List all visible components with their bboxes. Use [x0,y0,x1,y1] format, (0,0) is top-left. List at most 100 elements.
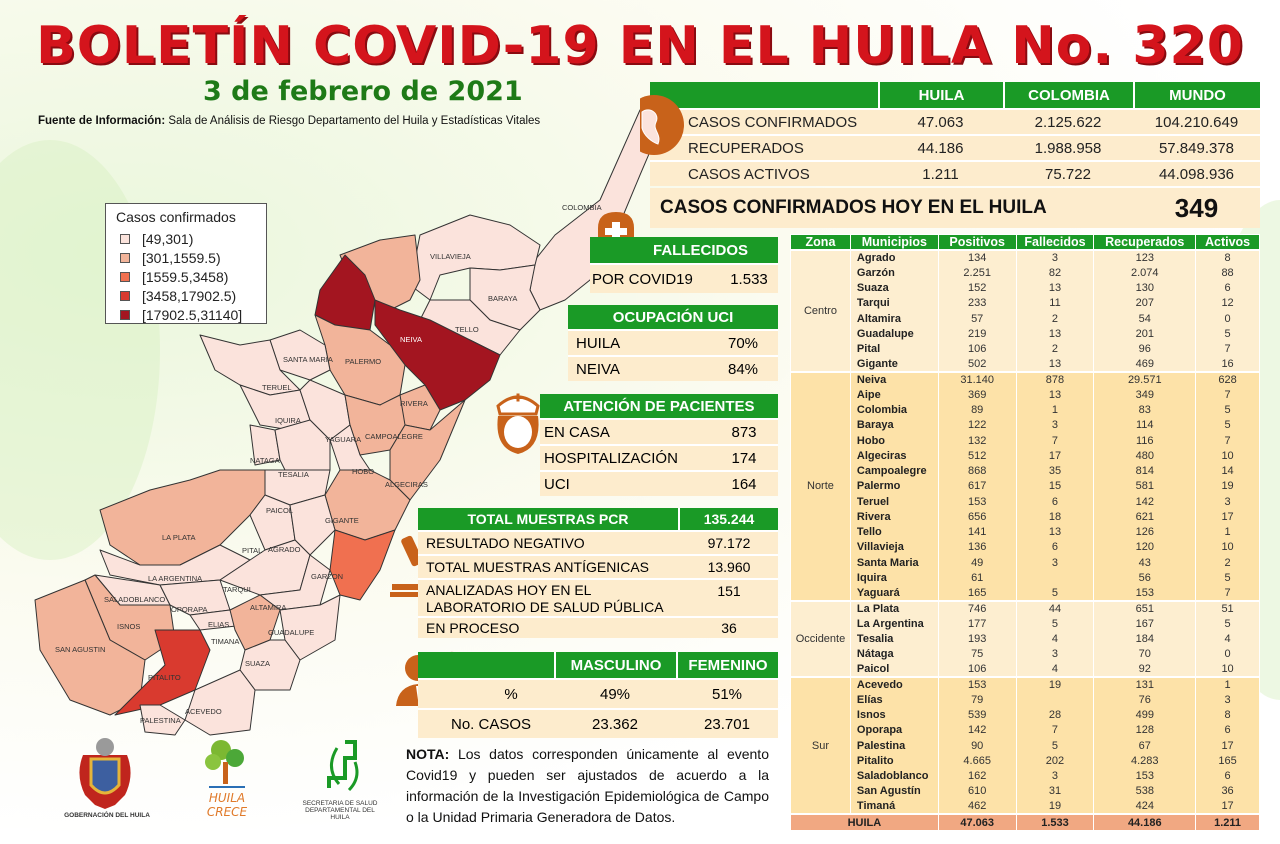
recuperados-value: 83 [1093,402,1197,418]
source-label: Fuente de Información: [38,115,166,127]
pcr-row: ANALIZADAS HOY EN EL LABORATORIO DE SALU… [418,578,778,616]
municipio-name: Altamira [849,311,939,327]
atencion-value: 164 [731,475,757,493]
positivos-value: 141 [937,524,1017,540]
atencion-row: UCI 164 [540,470,778,496]
legend-label: [1559.5,3458) [142,268,229,285]
fallecidos-value: 6 [1015,539,1095,555]
municipio-name: Suaza [849,280,939,296]
positivos-value: 610 [937,783,1017,799]
positivos-value: 2.251 [937,265,1017,281]
activos-value: 14 [1195,463,1260,479]
municipio-name: San Agustín [849,783,939,799]
sex-row-cases: No. CASOS 23.362 23.701 [418,708,778,738]
map-label: TERUEL [262,383,292,392]
table-row: Centro Agrado 134 3 123 8 [790,248,1260,372]
huila-crece-logo: HUILA CRECE [205,740,248,819]
value-huila: 1.211 [922,165,959,183]
recuperados-value: 581 [1093,478,1197,494]
table-row: Villavieja 136 6 120 10 [791,539,1260,555]
recuperados-value: 128 [1093,722,1197,738]
legend-swatch [120,271,130,282]
recuperados-value: 349 [1093,387,1197,403]
map-label: BARAYA [488,294,518,303]
recuperados-value: 114 [1093,417,1197,433]
municipio-name: Rivera [849,509,939,525]
fallecidos-value: 13 [1015,387,1095,403]
fallecidos-value: 13 [1015,326,1095,342]
fallecidos-value: 13 [1015,280,1095,296]
activos-value: 5 [1195,326,1260,342]
positivos-value: 165 [937,585,1017,601]
recuperados-value: 126 [1093,524,1197,540]
value-mundo: 44.098.936 [1158,165,1235,183]
recuperados-value: 153 [1093,768,1197,784]
uci-label: NEIVA [576,360,620,378]
activos-value: 0 [1195,646,1260,662]
pcr-header: TOTAL MUESTRAS PCR 135.244 [418,508,778,530]
fallecidos-value: 19 [1015,675,1095,693]
activos-value: 6 [1195,722,1260,738]
value-colombia: 75.722 [1045,165,1091,183]
recuperados-value: 96 [1093,341,1197,357]
atencion-label: HOSPITALIZACIÓN [544,449,678,467]
activos-value: 165 [1195,753,1260,769]
positivos-value: 75 [937,646,1017,662]
map-region-la-plata [99,469,266,566]
municipio-name: Guadalupe [849,326,939,342]
positivos-value: 219 [937,326,1017,342]
fallecidos-value: 5 [1015,738,1095,754]
map-label: SAN AGUSTIN [55,645,106,654]
table-row: Guadalupe 219 13 201 5 [791,326,1260,342]
activos-value: 8 [1195,248,1260,266]
fallecidos-value: 18 [1015,509,1095,525]
recuperados-value: 480 [1093,448,1197,464]
table-row: Tello 141 13 126 1 [791,524,1260,540]
table-row: Campoalegre 868 35 814 14 [791,463,1260,479]
legend-item: [49,301) [116,229,256,248]
municipio-name: Gigante [849,356,939,372]
municipio-name: Palermo [849,478,939,494]
col-activos: Activos [1195,234,1260,251]
fallecidos-value: 6 [1015,494,1095,510]
atencion-title: ATENCIÓN DE PACIENTES [540,394,778,418]
positivos-value: 177 [937,616,1017,632]
table-row: Teruel 153 6 142 3 [791,494,1260,510]
map-label: COLOMBIA [562,203,602,212]
activos-value: 51 [1195,599,1260,616]
municipio-name: Tello [849,524,939,540]
map-label: YAGUARA [325,435,362,444]
fallecidos-value: 11 [1015,295,1095,311]
fallecidos-value: 7 [1015,433,1095,449]
table-row: Occidente La Plata 746 44 651 51 [790,599,1260,677]
note-text: Los datos corresponden únicamente al eve… [406,746,769,825]
map-label: ACEVEDO [185,707,222,716]
table-row: Colombia 89 1 83 5 [791,402,1260,418]
table-row: San Agustín 610 31 538 36 [791,783,1260,799]
positivos-value: 868 [937,463,1017,479]
fallecidos-value: 31 [1015,783,1095,799]
uci-value: 70% [727,334,759,352]
table-row: Baraya 122 3 114 5 [791,417,1260,433]
municipio-name: Saladoblanco [849,768,939,784]
today-cases-value: 349 [1174,192,1219,223]
municipio-name: Algeciras [849,448,939,464]
sex-header-empty [418,652,554,678]
value-mundo: 57.849.378 [1158,139,1235,157]
pcr-label: RESULTADO NEGATIVO [426,535,585,551]
table-row: Algeciras 512 17 480 10 [791,448,1260,464]
map-label: PALERMO [345,357,382,366]
recuperados-value: 70 [1093,646,1197,662]
recuperados-value: 201 [1093,326,1197,342]
recuperados-value: 131 [1093,675,1197,693]
activos-value: 17 [1195,799,1260,815]
positivos-value: 462 [937,799,1017,815]
summary-row-confirmados: CASOS CONFIRMADOS 47.063 2.125.622 104.2… [650,108,1260,134]
municipio-name: Baraya [849,417,939,433]
municipio-name: Campoalegre [849,463,939,479]
gobernacion-coat-of-arms-logo [79,738,131,809]
uci-row-huila: HUILA 70% [568,329,778,355]
fallecidos-value: 5 [1015,616,1095,632]
recuperados-value: 538 [1093,783,1197,799]
recuperados-value: 116 [1093,433,1197,449]
